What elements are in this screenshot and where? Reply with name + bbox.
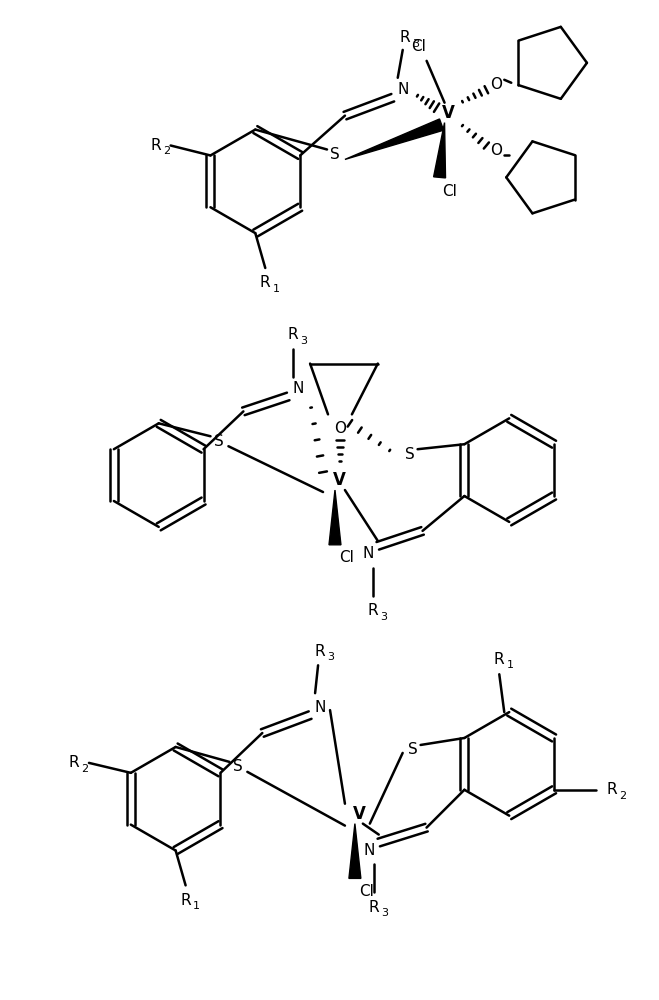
Text: R: R [260, 275, 271, 290]
Text: 3: 3 [380, 612, 387, 622]
Polygon shape [349, 824, 361, 878]
Text: 2: 2 [82, 764, 88, 774]
Text: R: R [150, 138, 161, 153]
Text: O: O [490, 143, 502, 158]
Polygon shape [329, 490, 341, 545]
Text: O: O [490, 77, 502, 92]
Text: S: S [233, 759, 243, 774]
Text: N: N [362, 546, 374, 561]
Text: 2: 2 [619, 791, 626, 801]
Text: S: S [214, 434, 223, 449]
Text: 3: 3 [328, 652, 335, 662]
Text: R: R [181, 893, 191, 908]
Text: V: V [442, 104, 455, 122]
Text: N: N [293, 381, 304, 396]
Text: 1: 1 [507, 660, 514, 670]
Text: N: N [314, 700, 326, 715]
Text: R: R [494, 652, 505, 667]
Text: R: R [606, 782, 617, 797]
Text: S: S [405, 447, 415, 462]
Text: N: N [363, 843, 374, 858]
Text: O: O [334, 421, 346, 436]
Text: R: R [399, 30, 410, 45]
Text: Cl: Cl [411, 39, 426, 54]
Text: R: R [69, 755, 79, 770]
Text: N: N [397, 82, 409, 97]
Text: 2: 2 [163, 146, 170, 156]
Text: 1: 1 [273, 284, 279, 294]
Text: 3: 3 [301, 336, 308, 346]
Text: 3: 3 [412, 39, 419, 49]
Text: Cl: Cl [339, 550, 355, 565]
Text: 1: 1 [193, 901, 200, 911]
Polygon shape [345, 119, 444, 159]
Text: Cl: Cl [442, 184, 457, 199]
Text: Cl: Cl [359, 884, 374, 899]
Text: 3: 3 [382, 908, 388, 918]
Text: V: V [333, 471, 345, 489]
Text: R: R [368, 900, 379, 915]
Text: S: S [408, 742, 418, 757]
Text: R: R [288, 327, 299, 342]
Text: V: V [353, 805, 365, 823]
Text: S: S [330, 147, 340, 162]
Text: R: R [368, 603, 378, 618]
Polygon shape [434, 123, 445, 178]
Text: R: R [315, 644, 326, 659]
